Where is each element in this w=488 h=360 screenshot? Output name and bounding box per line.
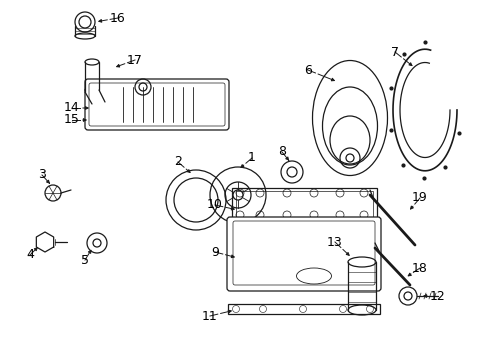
- Text: 2: 2: [174, 156, 182, 168]
- Text: 18: 18: [411, 261, 427, 274]
- Text: 14: 14: [64, 102, 80, 114]
- Bar: [236, 191, 372, 217]
- FancyBboxPatch shape: [226, 217, 380, 291]
- Text: 9: 9: [211, 246, 219, 258]
- Text: 19: 19: [411, 192, 427, 204]
- Text: 7: 7: [390, 45, 398, 58]
- Text: 4: 4: [26, 248, 34, 261]
- FancyBboxPatch shape: [85, 79, 228, 130]
- Text: 8: 8: [278, 145, 285, 158]
- Bar: [231, 188, 376, 220]
- Text: 5: 5: [81, 253, 89, 266]
- Text: 11: 11: [202, 310, 218, 323]
- Text: 6: 6: [304, 63, 311, 77]
- Text: 17: 17: [127, 54, 142, 67]
- Text: 12: 12: [429, 289, 445, 302]
- Text: 1: 1: [247, 152, 255, 165]
- Text: 16: 16: [110, 12, 125, 24]
- Text: 13: 13: [326, 235, 342, 248]
- Text: 10: 10: [206, 198, 223, 211]
- Bar: [227, 304, 379, 314]
- Text: 3: 3: [38, 168, 46, 181]
- Text: 15: 15: [64, 113, 80, 126]
